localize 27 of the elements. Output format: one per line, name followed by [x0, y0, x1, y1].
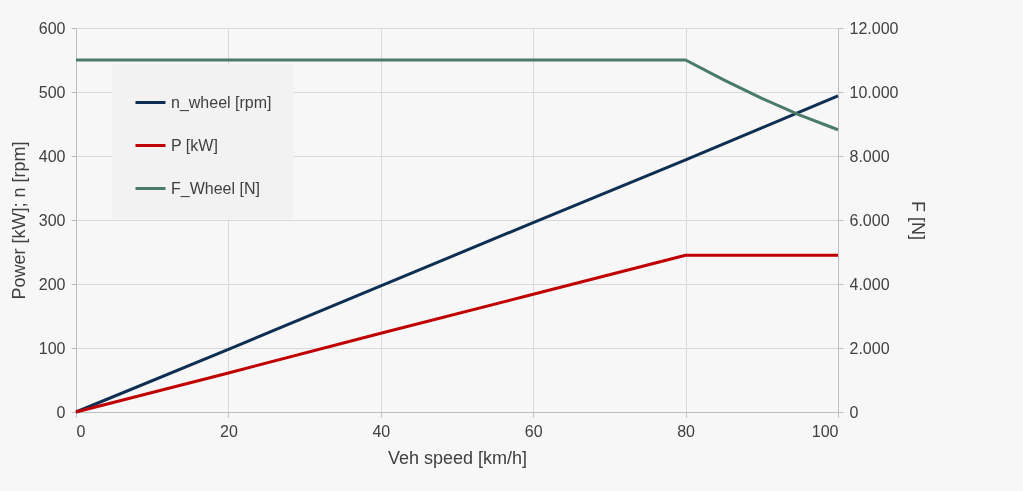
- y-tick-label: 300: [38, 211, 66, 229]
- y-tick-label: 500: [38, 83, 66, 101]
- y-axis-title: Power [kW]; n [rpm]: [8, 141, 29, 300]
- y2-tick-label: 12.000: [849, 19, 899, 37]
- x-tick-label: 100: [811, 422, 839, 440]
- y-tick-label: 200: [38, 275, 66, 293]
- y2-tick-label: 8.000: [849, 147, 890, 165]
- y2-axis-title: F [N]: [908, 201, 929, 240]
- y-tick-label: 400: [38, 147, 66, 165]
- x-tick-label: 0: [76, 422, 86, 440]
- x-tick-label: 20: [220, 422, 238, 440]
- legend-label: n_wheel [rpm]: [171, 93, 272, 112]
- line-series: [74, 58, 840, 132]
- y-tick-label: 0: [56, 403, 66, 421]
- y2-tick-label: 4.000: [849, 275, 890, 293]
- x-tick-label: 60: [524, 422, 543, 440]
- x-tick-label: 40: [372, 422, 391, 440]
- y-tick-label: 600: [38, 19, 66, 37]
- legend-label: P [kW]: [171, 136, 218, 154]
- x-tick-label: 80: [677, 422, 696, 440]
- y2-tick-label: 6.000: [849, 211, 890, 229]
- legend-label: F_Wheel [N]: [171, 179, 260, 198]
- y2-tick-label: 0: [849, 403, 859, 421]
- y-tick-label: 100: [38, 339, 66, 357]
- y2-tick-label: 2.000: [849, 339, 890, 357]
- x-axis-title: Veh speed [km/h]: [387, 447, 528, 468]
- y2-tick-label: 10.000: [849, 83, 899, 101]
